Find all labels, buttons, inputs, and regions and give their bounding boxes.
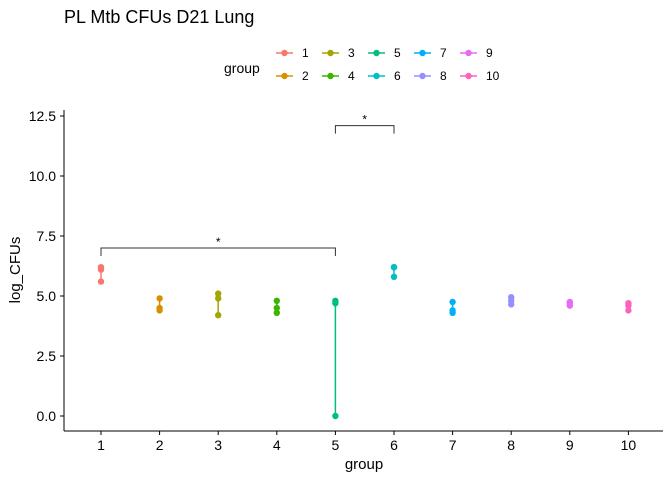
data-point (332, 300, 339, 307)
legend-title: group (224, 60, 260, 76)
legend-item: 10 (460, 69, 500, 83)
data-point (273, 309, 280, 316)
legend-key-point (327, 72, 334, 80)
x-tick-label: 6 (390, 437, 398, 453)
plot-area: 0.0 2.5 5.0 7.5 10.0 12.5 1 2 3 4 5 6 7 8 9 10 * * (29, 108, 663, 453)
legend-item: 5 (368, 46, 401, 60)
legend-key-point (373, 49, 380, 57)
legend-key-point (327, 49, 334, 57)
legend-item: 4 (322, 69, 355, 83)
legend-item: 3 (322, 46, 355, 60)
x-tick-label: 9 (566, 437, 574, 453)
data-point (625, 302, 632, 309)
data-point (215, 290, 222, 297)
data-point (566, 302, 573, 309)
legend: group 1 2 3 4 5 6 7 8 9 10 (224, 46, 500, 83)
data-point (215, 295, 222, 302)
significance-bracket (100, 247, 336, 256)
legend-item: 7 (414, 46, 447, 60)
legend-key-point (465, 49, 472, 57)
data-point (156, 307, 163, 314)
data-point (449, 298, 456, 306)
chart-title: PL Mtb CFUs D21 Lung (64, 7, 254, 27)
data-point (390, 264, 398, 271)
y-tick-label: 5.0 (37, 288, 57, 304)
y-tick-label: 12.5 (29, 108, 56, 124)
legend-label: 10 (486, 69, 500, 83)
data-point (449, 309, 456, 316)
significance-label: * (362, 113, 367, 127)
x-tick-label: 2 (156, 437, 164, 453)
legend-label: 9 (486, 46, 493, 60)
legend-key-point (419, 72, 426, 80)
x-tick-label: 1 (97, 437, 105, 453)
legend-label: 8 (440, 69, 447, 83)
legend-label: 5 (394, 46, 401, 60)
legend-label: 4 (348, 69, 355, 83)
legend-item: 2 (276, 69, 309, 83)
data-point (390, 273, 398, 280)
legend-label: 7 (440, 46, 447, 60)
legend-key-point (373, 72, 380, 80)
x-tick-label: 7 (449, 437, 457, 453)
x-axis-title: group (345, 456, 383, 473)
significance-bracket (334, 125, 395, 134)
legend-key-point (419, 49, 426, 57)
data-point (508, 301, 515, 308)
legend-label: 6 (394, 69, 401, 83)
data-point (97, 266, 105, 273)
data-point (156, 295, 163, 302)
legend-label: 2 (302, 69, 309, 83)
data-point (332, 412, 339, 420)
y-tick-label: 7.5 (37, 228, 57, 244)
legend-item: 8 (414, 69, 447, 83)
y-axis-title: log_CFUs (7, 237, 24, 304)
data-point (215, 312, 222, 319)
x-tick-label: 4 (273, 437, 281, 453)
x-tick-label: 3 (214, 437, 222, 453)
x-tick-label: 10 (621, 437, 637, 453)
data-point (273, 297, 280, 304)
y-tick-label: 0.0 (37, 408, 57, 424)
legend-label: 1 (302, 46, 309, 60)
x-tick-label: 8 (507, 437, 515, 453)
data-point (273, 304, 280, 312)
legend-key-point (465, 72, 472, 80)
data-point (625, 307, 632, 314)
legend-key-point (281, 49, 288, 57)
y-tick-label: 10.0 (29, 168, 56, 184)
legend-item: 1 (276, 46, 309, 60)
y-tick-label: 2.5 (37, 348, 57, 364)
x-tick-label: 5 (332, 437, 340, 453)
legend-key-point (281, 72, 288, 80)
data-point (97, 278, 105, 285)
significance-label: * (216, 235, 221, 249)
legend-item: 6 (368, 69, 401, 83)
legend-item: 9 (460, 46, 493, 60)
legend-label: 3 (348, 46, 355, 60)
